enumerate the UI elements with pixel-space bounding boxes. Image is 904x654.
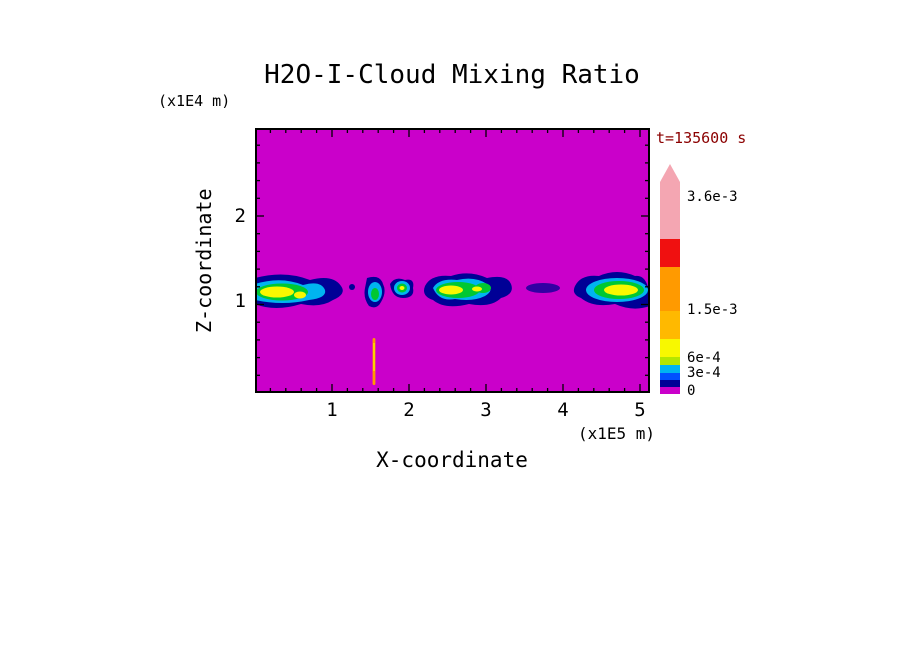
heatmap-canvas: [255, 128, 650, 393]
colorbar-segment: [660, 182, 680, 239]
x-tick-label-1: 1: [326, 399, 338, 421]
y-axis-unit-label: (x1E4 m): [158, 92, 231, 110]
plot-area: [255, 128, 650, 393]
colorbar-segment: [660, 164, 680, 182]
cloud-middle: [424, 273, 512, 307]
cloud-left: [255, 274, 343, 308]
colorbar-label-3.6e-3: 3.6e-3: [687, 189, 738, 205]
vertical-plume: [372, 338, 376, 385]
y-axis-label: Z-coordinate: [192, 188, 216, 333]
colorbar-segment: [660, 380, 680, 387]
x-tick-label-2: 2: [403, 399, 415, 421]
colorbar-segment: [660, 339, 680, 357]
cloud-small-1: [364, 276, 385, 308]
faint-streak: [526, 283, 560, 293]
colorbar-label-3e-4: 3e-4: [687, 365, 721, 381]
plot-frame: [255, 128, 650, 393]
cloud-right: [573, 272, 650, 309]
chart-title: H2O-I-Cloud Mixing Ratio: [264, 60, 640, 90]
colorbar-segment: [660, 267, 680, 311]
colorbar-label-6e-4: 6e-4: [687, 350, 721, 366]
colorbar-segment: [660, 373, 680, 380]
colorbar-segments: [660, 164, 680, 394]
x-axis-label: X-coordinate: [376, 448, 528, 472]
cloud-small-2: [390, 278, 414, 298]
colorbar-segment: [660, 239, 680, 267]
x-tick-label-4: 4: [557, 399, 569, 421]
cloud-speck: [349, 284, 355, 290]
colorbar-segment: [660, 387, 680, 394]
colorbar-segment: [660, 311, 680, 339]
colorbar-segment: [660, 365, 680, 373]
y-tick-label-2: 2: [234, 205, 246, 227]
background-field: [255, 128, 650, 393]
x-tick-label-5: 5: [634, 399, 646, 421]
time-annotation: t=135600 s: [656, 129, 747, 147]
colorbar-label-1.5e-3: 1.5e-3: [687, 302, 738, 318]
y-tick-label-1: 1: [234, 290, 246, 312]
x-tick-label-3: 3: [480, 399, 492, 421]
colorbar-label-0: 0: [687, 383, 696, 399]
x-axis-unit-label: (x1E5 m): [577, 424, 655, 443]
colorbar-segment: [660, 357, 680, 365]
